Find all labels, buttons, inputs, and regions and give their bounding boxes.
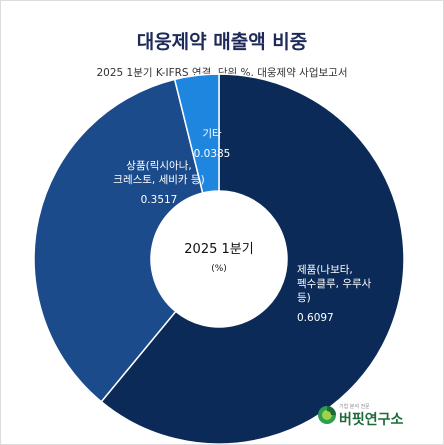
donut-hole bbox=[151, 191, 287, 327]
label-products-text: 제품(나보타, bbox=[297, 264, 353, 276]
chart-subtitle: 2025 1분기 K-IFRS 연결. 단위 %. 대웅제약 사업보고서 bbox=[96, 67, 348, 79]
label-other-value: 0.0385 bbox=[194, 148, 231, 160]
label-other-text: 기타 bbox=[202, 128, 222, 140]
label-products-text: 등) bbox=[297, 292, 311, 304]
label-goods-text: 크레스토, 세비카 등) bbox=[113, 174, 204, 186]
label-products-text: 펙수클루, 우루사 bbox=[297, 278, 372, 290]
label-goods-value: 0.3517 bbox=[141, 194, 178, 206]
chart-title: 대웅제약 매출액 비중 bbox=[136, 31, 308, 53]
slices-group bbox=[33, 73, 405, 444]
logo-swirl-icon bbox=[318, 406, 336, 424]
logo-name: 버핏연구소 bbox=[339, 412, 404, 428]
buffett-lab-logo: 기업 분석 전문 버핏연구소 bbox=[317, 403, 427, 428]
label-products-value: 0.6097 bbox=[297, 312, 334, 324]
logo-tagline: 기업 분석 전문 bbox=[339, 404, 370, 410]
center-sublabel: (%) bbox=[211, 264, 227, 274]
label-goods-text: 상품(릭시아나, bbox=[126, 160, 191, 172]
center-label: 2025 1분기 bbox=[184, 242, 253, 257]
